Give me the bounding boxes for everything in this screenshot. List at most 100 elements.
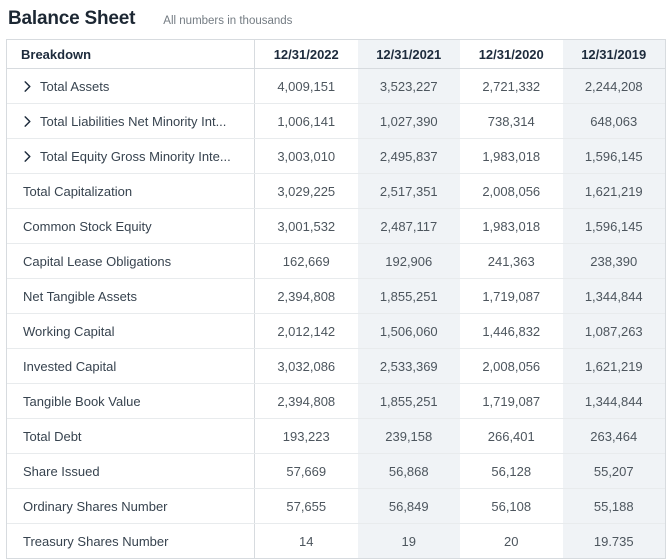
row-label: Treasury Shares Number <box>23 533 169 549</box>
row-value: 1,446,832 <box>482 323 541 339</box>
row-label-cell: Common Stock Equity <box>7 209 255 243</box>
row-value: 738,314 <box>487 113 535 129</box>
row-value: 1,855,251 <box>357 279 460 313</box>
row-label-cell: Total Capitalization <box>7 174 255 208</box>
balance-sheet-table: Breakdown 12/31/2022 12/31/2021 12/31/20… <box>6 39 666 559</box>
row-value: 19.735 <box>562 524 665 558</box>
row-value: 1,621,219 <box>562 174 665 208</box>
table-row: Treasury Shares Number 14 19 20 19.735 <box>7 524 665 558</box>
row-value: 14 <box>299 533 314 549</box>
row-value: 648,063 <box>562 104 665 138</box>
table-row: Working Capital 2,012,142 1,506,060 1,44… <box>7 314 665 349</box>
row-value: 1,087,263 <box>562 314 665 348</box>
table-body: Total Assets 4,009,151 3,523,227 2,721,3… <box>7 69 665 558</box>
row-value: 56,108 <box>491 498 532 514</box>
row-value: 56,128 <box>491 463 532 479</box>
column-header-date-2: 12/31/2021 <box>357 40 460 68</box>
row-label-cell: Total Debt <box>7 419 255 453</box>
row-label-cell: Capital Lease Obligations <box>7 244 255 278</box>
row-value: 57,655 <box>286 498 327 514</box>
row-label-cell[interactable]: Total Liabilities Net Minority Int... <box>7 104 255 138</box>
row-label-cell[interactable]: Total Assets <box>7 69 255 103</box>
row-label: Total Equity Gross Minority Inte... <box>40 148 231 164</box>
row-value: 3,001,532 <box>277 218 336 234</box>
row-value: 266,401 <box>487 428 535 444</box>
row-value: 3,032,086 <box>277 358 336 374</box>
row-value: 3,523,227 <box>357 69 460 103</box>
row-value: 2,394,808 <box>277 288 336 304</box>
chevron-right-icon[interactable] <box>23 150 32 162</box>
row-value: 1,719,087 <box>482 393 541 409</box>
row-label-cell: Treasury Shares Number <box>7 524 255 558</box>
row-value: 4,009,151 <box>277 78 336 94</box>
table-row: Total Debt 193,223 239,158 266,401 263,4… <box>7 419 665 454</box>
column-header-breakdown: Breakdown <box>7 40 255 68</box>
table-row: Ordinary Shares Number 57,655 56,849 56,… <box>7 489 665 524</box>
row-label: Tangible Book Value <box>23 393 141 409</box>
row-value: 162,669 <box>282 253 330 269</box>
row-value: 56,868 <box>357 454 460 488</box>
row-value: 3,029,225 <box>277 183 336 199</box>
row-label-cell: Net Tangible Assets <box>7 279 255 313</box>
chevron-right-icon[interactable] <box>23 115 32 127</box>
row-value: 241,363 <box>487 253 535 269</box>
table-row: Share Issued 57,669 56,868 56,128 55,207 <box>7 454 665 489</box>
table-row: Total Liabilities Net Minority Int... 1,… <box>7 104 665 139</box>
table-row: Total Capitalization 3,029,225 2,517,351… <box>7 174 665 209</box>
row-value: 1,596,145 <box>562 139 665 173</box>
row-value: 1,506,060 <box>357 314 460 348</box>
row-label: Total Assets <box>40 78 110 94</box>
column-header-date-3: 12/31/2020 <box>478 46 544 62</box>
table-header-row: Breakdown 12/31/2022 12/31/2021 12/31/20… <box>7 40 665 69</box>
column-header-date-4: 12/31/2019 <box>562 40 665 68</box>
page-header: Balance Sheet All numbers in thousands <box>0 0 672 39</box>
page-title: Balance Sheet <box>8 8 136 29</box>
row-value: 2,012,142 <box>277 323 336 339</box>
row-value: 1,344,844 <box>562 279 665 313</box>
row-value: 57,669 <box>286 463 327 479</box>
row-label-cell: Invested Capital <box>7 349 255 383</box>
row-value: 1,344,844 <box>562 384 665 418</box>
row-value: 2,517,351 <box>357 174 460 208</box>
row-label-cell: Ordinary Shares Number <box>7 489 255 523</box>
row-value: 2,008,056 <box>482 358 541 374</box>
row-value: 2,487,117 <box>357 209 460 243</box>
chevron-right-icon[interactable] <box>23 80 32 92</box>
row-label: Capital Lease Obligations <box>23 253 172 269</box>
row-value: 3,003,010 <box>277 148 336 164</box>
table-row: Net Tangible Assets 2,394,808 1,855,251 … <box>7 279 665 314</box>
units-note: All numbers in thousands <box>163 15 293 27</box>
row-label: Invested Capital <box>23 358 117 374</box>
table-row: Invested Capital 3,032,086 2,533,369 2,0… <box>7 349 665 384</box>
row-value: 2,244,208 <box>562 69 665 103</box>
row-value: 2,394,808 <box>277 393 336 409</box>
row-value: 2,533,369 <box>357 349 460 383</box>
row-value: 1,006,141 <box>277 113 336 129</box>
row-value: 238,390 <box>562 244 665 278</box>
row-label: Share Issued <box>23 463 100 479</box>
row-value: 1,983,018 <box>482 218 541 234</box>
row-label: Ordinary Shares Number <box>23 498 168 514</box>
row-value: 2,008,056 <box>482 183 541 199</box>
row-value: 1,027,390 <box>357 104 460 138</box>
row-value: 55,207 <box>562 454 665 488</box>
row-label-cell[interactable]: Total Equity Gross Minority Inte... <box>7 139 255 173</box>
row-value: 2,495,837 <box>357 139 460 173</box>
row-value: 1,983,018 <box>482 148 541 164</box>
row-value: 1,855,251 <box>357 384 460 418</box>
table-row: Total Equity Gross Minority Inte... 3,00… <box>7 139 665 174</box>
row-label-cell: Tangible Book Value <box>7 384 255 418</box>
column-header-date-1: 12/31/2022 <box>273 46 339 62</box>
row-value: 239,158 <box>357 419 460 453</box>
row-label: Common Stock Equity <box>23 218 152 234</box>
row-label: Net Tangible Assets <box>23 288 137 304</box>
row-value: 263,464 <box>562 419 665 453</box>
row-label: Total Capitalization <box>23 183 133 199</box>
table-row: Total Assets 4,009,151 3,523,227 2,721,3… <box>7 69 665 104</box>
row-value: 1,621,219 <box>562 349 665 383</box>
row-value: 55,188 <box>562 489 665 523</box>
row-value: 193,223 <box>282 428 330 444</box>
table-row: Capital Lease Obligations 162,669 192,90… <box>7 244 665 279</box>
row-value: 192,906 <box>357 244 460 278</box>
table-row: Common Stock Equity 3,001,532 2,487,117 … <box>7 209 665 244</box>
